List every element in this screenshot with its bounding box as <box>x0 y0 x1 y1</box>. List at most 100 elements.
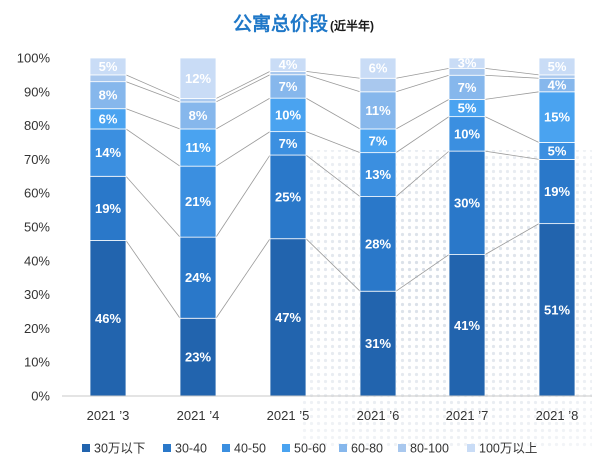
legend-swatch <box>282 444 290 452</box>
legend-swatch <box>398 444 406 452</box>
x-tick-label: 2021 ’8 <box>536 408 579 423</box>
connector-line <box>125 108 181 130</box>
bar-segment <box>448 150 486 255</box>
bar-segment <box>538 223 576 397</box>
data-label: 5% <box>99 59 118 74</box>
bar-segment <box>179 236 217 319</box>
connector-line <box>215 71 271 99</box>
bar-segment <box>179 165 217 238</box>
bar-segment <box>89 81 127 110</box>
legend-swatch <box>82 444 90 452</box>
data-label: 7% <box>369 133 388 148</box>
legend-label: 30万以下 <box>94 442 145 456</box>
connector-line <box>395 254 450 292</box>
y-tick-label: 70% <box>24 152 50 167</box>
legend-label: 60-80 <box>351 442 383 456</box>
connector-line <box>125 81 181 103</box>
chart-subtitle: (近半年) <box>330 18 374 33</box>
connector-line <box>484 116 540 143</box>
legend-label: 30-40 <box>175 442 207 456</box>
legend-label: 40-50 <box>234 442 266 456</box>
legend-label: 50-60 <box>294 442 326 456</box>
x-tick-label: 2021 ’6 <box>357 408 400 423</box>
data-label: 24% <box>185 270 211 285</box>
connector-line <box>305 70 361 79</box>
legend-label: 80-100 <box>410 442 449 456</box>
connector-line <box>125 74 181 99</box>
connector-line <box>125 176 181 238</box>
legend-label: 100万以上 <box>479 442 537 456</box>
y-tick-label: 50% <box>24 220 50 235</box>
data-label: 5% <box>548 59 567 74</box>
bar-segment <box>89 57 127 76</box>
legend-swatch <box>339 444 347 452</box>
x-tick-label: 2021 ’3 <box>87 408 130 423</box>
connector-line <box>305 154 361 197</box>
data-labels: 46% 23% 47% 31% 41% 51% 19% 24% 25% 28% 30% 19% 14% 2… <box>95 56 570 365</box>
bar-segment <box>89 175 127 241</box>
y-tick-label: 60% <box>24 186 50 201</box>
y-tick-label: 20% <box>24 321 50 336</box>
data-label: 28% <box>365 236 391 251</box>
data-label: 25% <box>275 189 301 204</box>
data-label: 4% <box>279 57 298 72</box>
connector-line <box>215 74 271 103</box>
bar-segment <box>359 57 397 79</box>
data-label: 11% <box>365 103 391 118</box>
bar-segment <box>359 77 397 93</box>
data-label: 11% <box>185 140 211 155</box>
connector-line <box>215 131 271 167</box>
bar-segment <box>359 91 397 130</box>
connector-line <box>395 74 450 93</box>
bar-segment <box>179 57 217 99</box>
y-tick-label: 90% <box>24 84 50 99</box>
connector-line <box>484 91 540 100</box>
connector-line <box>395 116 450 153</box>
connector-line <box>125 240 181 319</box>
bar-segment <box>448 74 486 100</box>
connector-line <box>305 238 361 292</box>
bar-segment <box>448 254 486 397</box>
data-label: 7% <box>279 136 298 151</box>
data-label: 19% <box>544 184 570 199</box>
bar-segment <box>538 57 576 76</box>
y-tick-label: 0% <box>31 389 50 404</box>
bar-segment <box>179 317 217 397</box>
data-label: 6% <box>99 111 118 126</box>
bar-segment <box>359 196 397 292</box>
chart-title: 公寓总价段 <box>233 12 329 35</box>
bar-segment <box>89 74 127 83</box>
data-label: 19% <box>95 201 121 216</box>
x-axis: 2021 ’3 2021 ’4 2021 ’5 2021 ’6 2021 ’7 2021 … <box>87 408 579 423</box>
x-tick-label: 2021 ’4 <box>177 408 220 423</box>
connector-line <box>484 74 540 79</box>
connector-line <box>125 128 181 167</box>
connector-line <box>215 154 271 238</box>
y-tick-label: 100% <box>17 51 51 66</box>
connector-lines <box>125 67 540 319</box>
x-tick-label: 2021 ’5 <box>267 408 310 423</box>
connector-line <box>395 150 450 197</box>
bar-segment <box>89 240 127 397</box>
data-label: 10% <box>454 126 480 141</box>
connector-line <box>305 131 361 154</box>
data-label: 4% <box>548 78 567 93</box>
data-label: 7% <box>279 79 298 94</box>
y-tick-label: 10% <box>24 355 50 370</box>
data-label: 12% <box>185 71 211 86</box>
bar-segment <box>448 57 486 69</box>
connector-line <box>305 97 361 130</box>
data-label: 46% <box>95 311 121 326</box>
data-label: 7% <box>458 80 477 95</box>
connector-line <box>305 74 361 93</box>
data-label: 6% <box>369 61 388 76</box>
connector-line <box>484 67 540 76</box>
bar-segment <box>538 91 576 143</box>
data-label: 8% <box>189 108 208 123</box>
x-tick-label: 2021 ’7 <box>446 408 489 423</box>
bar-segment <box>179 98 217 103</box>
legend: 30万以下 30-40 40-50 50-60 60-80 80-100 100万以上 <box>82 442 537 456</box>
data-label: 8% <box>99 88 118 103</box>
connector-line <box>395 99 450 130</box>
